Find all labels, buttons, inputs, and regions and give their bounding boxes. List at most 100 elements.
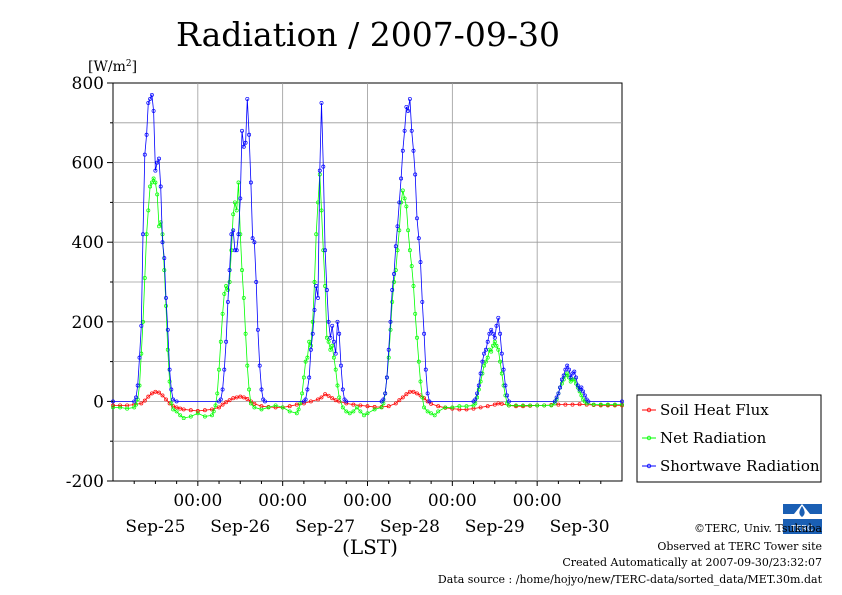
data-point xyxy=(294,411,299,416)
x-tick-label-time: 00:00 xyxy=(428,491,477,511)
data-point xyxy=(132,405,137,410)
data-point xyxy=(236,232,241,237)
data-point xyxy=(232,200,237,205)
data-point xyxy=(222,291,227,296)
data-point xyxy=(415,335,419,340)
series-shortwave-radiation xyxy=(111,92,624,404)
x-tick-label-time: 00:00 xyxy=(513,491,562,511)
data-point xyxy=(400,395,405,400)
data-point xyxy=(217,367,221,372)
data-point xyxy=(314,232,319,237)
data-point xyxy=(225,288,230,292)
data-point xyxy=(234,395,239,400)
data-point xyxy=(344,409,349,414)
data-point xyxy=(174,399,179,404)
data-point xyxy=(406,108,411,113)
data-point xyxy=(399,176,404,181)
data-point xyxy=(266,405,271,410)
data-point xyxy=(418,379,423,384)
x-axis: 00:00 00:00 00:00 00:00 00:00 Sep-25 Sep-26 Sep… xyxy=(125,481,610,537)
data-point xyxy=(552,399,557,404)
data-point xyxy=(238,394,243,399)
data-point xyxy=(324,288,329,292)
data-point xyxy=(323,392,328,397)
data-point xyxy=(506,399,511,404)
data-point xyxy=(247,387,252,392)
data-point xyxy=(344,399,349,404)
y-tick-label: 0 xyxy=(93,392,104,412)
data-point xyxy=(351,409,356,414)
data-point xyxy=(188,414,193,419)
data-point xyxy=(499,351,504,356)
data-point xyxy=(565,371,570,376)
data-point xyxy=(561,373,566,378)
chart-title: Radiation / 2007-09-30 xyxy=(176,15,560,54)
data-point xyxy=(142,152,147,157)
data-point xyxy=(487,331,492,336)
x-tick-label-day: Sep-30 xyxy=(550,517,610,537)
data-point xyxy=(220,387,225,392)
data-point xyxy=(330,396,335,401)
data-point xyxy=(476,387,481,392)
data-point xyxy=(319,395,324,400)
data-point xyxy=(485,355,490,360)
data-point xyxy=(243,331,248,336)
data-point xyxy=(397,228,402,233)
data-point xyxy=(411,148,416,153)
data-point xyxy=(337,395,342,400)
series-line-net-radiation xyxy=(113,174,622,419)
series-group xyxy=(111,92,624,421)
data-point xyxy=(231,228,236,233)
data-point xyxy=(247,132,252,137)
data-point xyxy=(220,311,225,316)
data-point xyxy=(388,327,393,332)
data-point xyxy=(478,405,483,410)
data-point xyxy=(330,323,335,328)
data-point xyxy=(392,272,396,276)
data-point xyxy=(436,404,441,409)
data-point xyxy=(316,295,320,300)
series-line-soil-heat-flux xyxy=(113,391,622,412)
data-point xyxy=(379,405,384,410)
legend-swatch-marker xyxy=(646,407,652,413)
data-point xyxy=(148,96,153,101)
data-point xyxy=(558,385,563,390)
data-point xyxy=(165,347,170,352)
x-tick-label-day: Sep-28 xyxy=(380,517,440,537)
data-point xyxy=(358,409,363,414)
legend-box xyxy=(636,394,822,483)
data-point xyxy=(554,395,559,400)
data-point xyxy=(319,208,324,213)
data-point xyxy=(386,347,391,352)
data-point xyxy=(383,391,388,396)
data-point xyxy=(473,397,478,402)
data-point xyxy=(335,319,340,324)
data-point xyxy=(409,264,414,269)
data-point xyxy=(245,96,250,101)
data-point xyxy=(612,402,617,407)
legend-swatch-marker xyxy=(646,435,652,441)
data-point xyxy=(231,212,236,217)
data-point xyxy=(333,367,338,372)
data-point xyxy=(240,128,244,133)
data-point xyxy=(307,339,312,344)
data-point xyxy=(303,397,308,402)
y-axis: 800 600 400 200 0 -200 xyxy=(66,74,113,492)
data-point xyxy=(162,268,167,273)
data-point xyxy=(155,192,160,197)
data-point xyxy=(111,405,115,410)
data-point xyxy=(326,319,331,324)
data-point xyxy=(501,367,506,372)
data-point xyxy=(354,405,359,410)
data-point xyxy=(169,401,174,406)
data-point xyxy=(236,180,241,185)
data-point xyxy=(416,236,421,241)
legend-label: Net Radiation xyxy=(660,429,767,447)
data-point xyxy=(245,363,250,368)
data-point xyxy=(386,404,391,409)
data-point xyxy=(310,319,315,324)
data-point xyxy=(496,315,501,320)
data-point xyxy=(118,405,123,410)
data-point xyxy=(393,401,398,406)
data-point xyxy=(259,387,264,392)
